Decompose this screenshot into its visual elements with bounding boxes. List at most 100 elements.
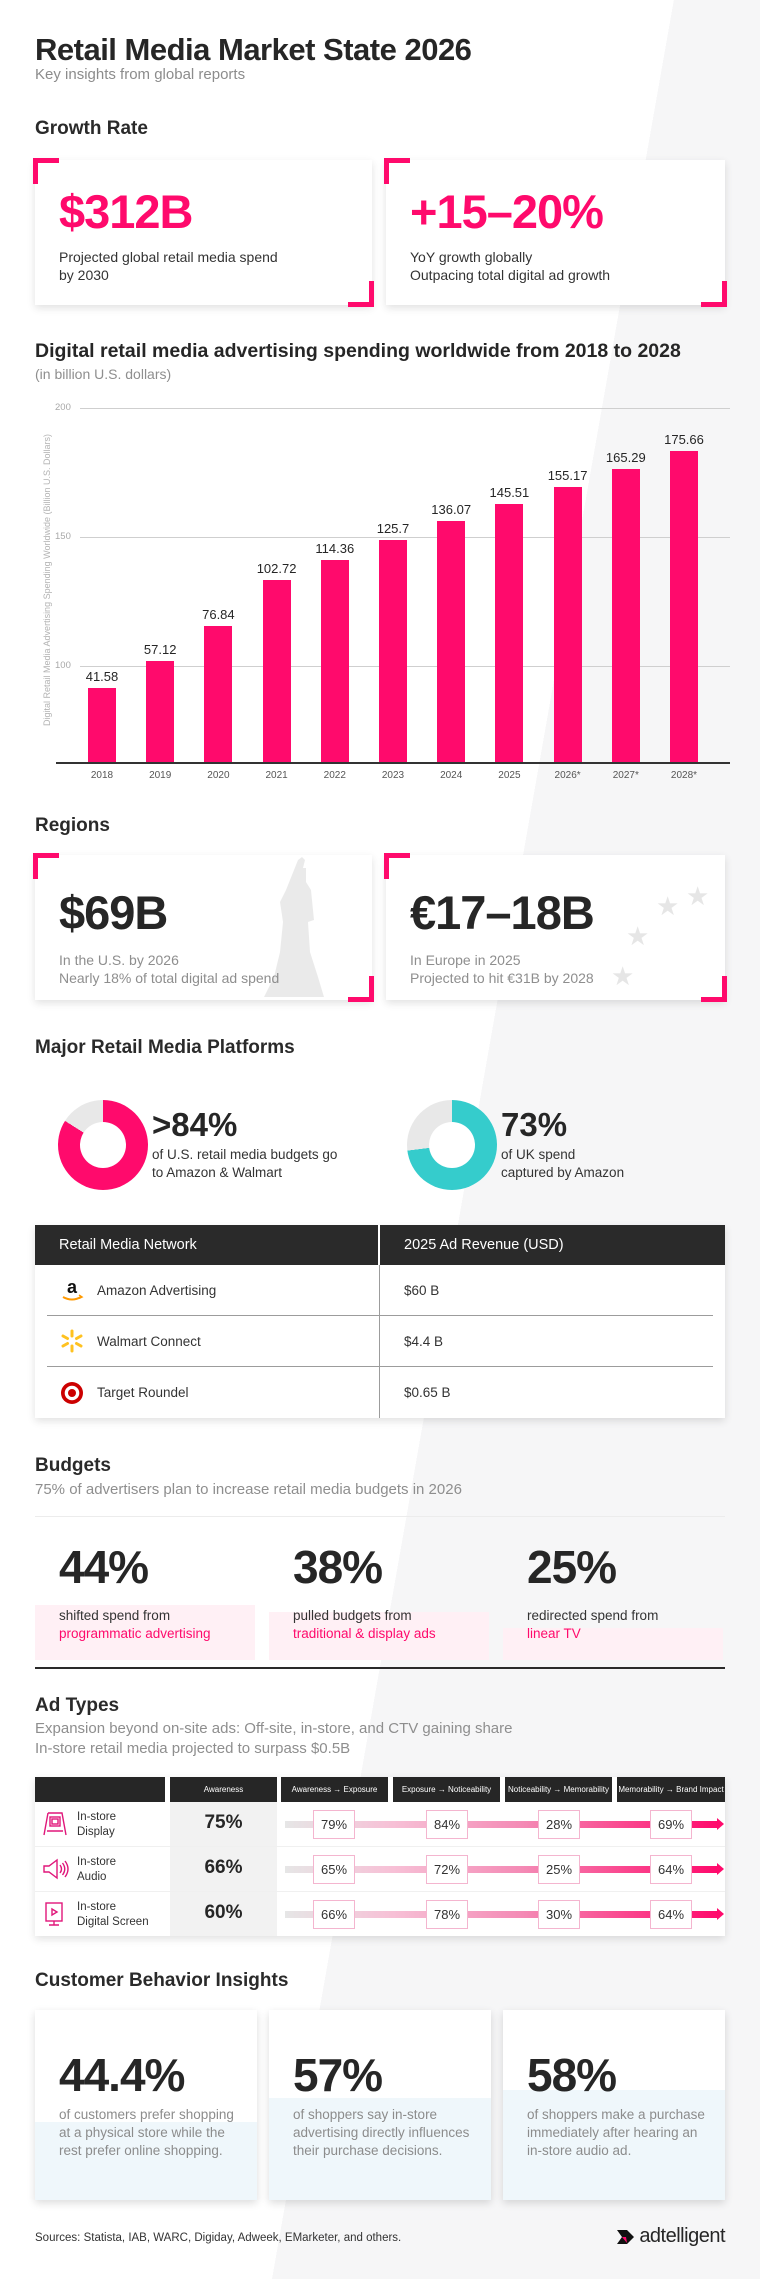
step-value: 64% — [650, 1900, 692, 1929]
step-value: 30% — [538, 1900, 580, 1929]
header-network: Retail Media Network — [35, 1225, 380, 1265]
stat-desc-line2: Projected to hit €31B by 2028 — [410, 970, 594, 986]
bar — [379, 539, 407, 762]
ad-type-name: In-store Audio — [77, 1856, 116, 1883]
adtypes-subtitle-2: In-store retail media projected to surpa… — [35, 1740, 351, 1757]
bar-value-label: 145.51 — [489, 485, 530, 501]
y-axis-label: Digital Retail Media Advertising Spendin… — [42, 434, 52, 726]
table-row: In-store Digital Screen 60% 66% 78% 30% 6… — [35, 1892, 725, 1937]
revenue-value: $0.65 B — [404, 1385, 451, 1400]
insight-card: 58% of shoppers make a purchase immediat… — [503, 2010, 725, 2200]
donut-value: >84% — [152, 1106, 238, 1143]
arrow-icon — [717, 1818, 724, 1830]
revenue-value: $4.4 B — [404, 1333, 444, 1349]
stat-desc-line1: In Europe in 2025 — [410, 952, 521, 968]
stat-value: $69B — [59, 886, 168, 939]
corner-accent — [701, 281, 727, 307]
arrow-icon — [717, 1908, 724, 1920]
corner-accent — [384, 158, 410, 184]
bar — [495, 504, 524, 762]
revenue-value: $60 B — [404, 1282, 440, 1298]
funnel-flow-bar — [285, 1821, 717, 1828]
insight-card: 44.4% of customers prefer shopping at a … — [35, 2010, 257, 2200]
brand-logo[interactable]: adtelligent — [616, 2225, 725, 2248]
bar — [204, 625, 233, 762]
ad-type-name: In-store Digital Screen — [77, 1901, 149, 1928]
bar — [437, 521, 466, 762]
growth-card-spend: $312B Projected global retail media spen… — [33, 158, 374, 307]
corner-accent — [348, 281, 374, 307]
bar-value-label: 125.7 — [376, 520, 410, 536]
corner-accent — [33, 853, 59, 879]
divider — [35, 1516, 725, 1517]
bar — [320, 559, 349, 762]
x-tick: 2025 — [498, 770, 521, 781]
bar-value-label: 57.12 — [143, 641, 177, 657]
insights-heading: Customer Behavior Insights — [35, 1970, 289, 1991]
stat-value: +15–20% — [410, 185, 604, 238]
divider — [35, 1667, 725, 1669]
insight-desc: of shoppers make a purchase immediately … — [527, 2107, 705, 2158]
x-tick: 2028* — [670, 770, 698, 781]
bar-value-label: 114.36 — [315, 540, 355, 556]
x-axis — [56, 762, 730, 764]
revenue-table: Retail Media Network 2025 Ad Revenue (US… — [35, 1225, 725, 1418]
corner-accent — [384, 853, 410, 879]
table-header: Retail Media Network 2025 Ad Revenue (US… — [35, 1225, 725, 1265]
budgets-subtitle: 75% of advertisers plan to increase reta… — [35, 1481, 462, 1498]
bar-value-label: 175.66 — [664, 432, 704, 448]
bar-value-label: 102.72 — [256, 561, 297, 577]
table-row: a Amazon Advertising $60 B — [47, 1265, 713, 1316]
y-tick: 150 — [55, 531, 71, 542]
header-step: Awareness → Exposure — [281, 1777, 388, 1802]
stat-desc-line2: by 2030 — [59, 267, 109, 283]
donut-chart-uk — [407, 1100, 497, 1190]
header-blank — [35, 1777, 165, 1802]
budget-value: 44% — [59, 1541, 149, 1593]
step-value: 84% — [426, 1810, 468, 1839]
budget-desc: shifted spend from — [59, 1608, 171, 1623]
donut-value: 73% — [501, 1106, 568, 1143]
budget-source: programmatic advertising — [59, 1626, 211, 1641]
region-card-us: $69B In the U.S. by 2026 Nearly 18% of t… — [33, 853, 374, 1002]
table-row: Walmart Connect $4.4 B — [47, 1316, 713, 1367]
header-revenue: 2025 Ad Revenue (USD) — [404, 1237, 564, 1253]
x-tick: 2027* — [612, 770, 639, 781]
funnel-flow-bar — [285, 1911, 717, 1918]
budget-value: 38% — [293, 1541, 383, 1593]
statue-of-liberty-icon — [264, 857, 324, 997]
bar-value-label: 76.84 — [202, 606, 235, 622]
insight-value: 44.4% — [59, 2049, 185, 2101]
bar — [611, 469, 640, 762]
corner-accent — [348, 976, 374, 1002]
budgets-heading: Budgets — [35, 1455, 111, 1476]
insight-desc: of shoppers say in-store advertising dir… — [293, 2107, 470, 2158]
budget-value: 25% — [527, 1541, 617, 1593]
y-tick: 200 — [55, 402, 71, 413]
bar — [262, 580, 291, 762]
network-name: Walmart Connect — [97, 1333, 201, 1349]
x-tick: 2023 — [381, 770, 405, 781]
step-value: 28% — [538, 1810, 580, 1839]
region-card-europe: ★ ★ ★ ★ €17–18B In Europe in 2025 Projec… — [384, 853, 727, 1002]
header-step: Memorability → Brand Impact — [617, 1777, 725, 1802]
x-tick: 2021 — [265, 770, 288, 781]
bar-value-label: 165.29 — [605, 450, 646, 466]
stat-desc-line1: In the U.S. by 2026 — [59, 952, 179, 968]
header-step: Exposure → Noticeability — [393, 1777, 500, 1802]
chart-subtitle: (in billion U.S. dollars) — [35, 366, 172, 382]
step-value: 25% — [538, 1855, 580, 1884]
budget-desc: redirected spend from — [527, 1608, 659, 1623]
arrow-icon — [717, 1863, 724, 1875]
header-step: Noticeability → Memorability — [505, 1777, 612, 1802]
donut-desc-line1: of UK spend — [501, 1147, 576, 1162]
corner-accent — [701, 976, 727, 1002]
insight-desc: of customers prefer shopping at a physic… — [59, 2107, 234, 2158]
bar — [553, 487, 582, 762]
budget-desc: pulled budgets from — [293, 1608, 412, 1623]
star-icon: ★ — [626, 921, 650, 951]
stat-desc-line1: Projected global retail media spend — [59, 249, 278, 265]
svg-text:a: a — [67, 1277, 78, 1297]
x-tick: 2026* — [554, 770, 581, 781]
page-subtitle: Key insights from global reports — [35, 66, 246, 83]
